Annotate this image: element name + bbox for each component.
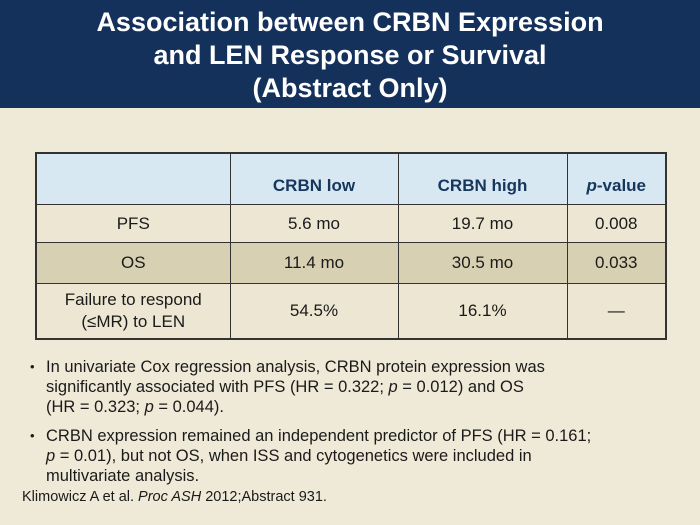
pfs-crbn-high: 19.7 mo — [397, 204, 568, 243]
failure-crbn-low: 54.5% — [229, 283, 399, 340]
failure-p-value: — — [566, 283, 667, 340]
table-row-os: OS 11.4 mo 30.5 mo 0.033 — [35, 242, 667, 284]
bullet-marker: • — [30, 428, 35, 443]
os-crbn-low: 11.4 mo — [229, 242, 399, 284]
bullet-text-univariate: In univariate Cox regression analysis, C… — [46, 358, 545, 416]
row-label-pfs: PFS — [35, 204, 231, 243]
os-p-value: 0.033 — [566, 242, 667, 284]
title-line-1: Association between CRBN Expression — [96, 6, 604, 37]
bullet-text-multivariate: CRBN expression remained an independent … — [46, 427, 592, 485]
table-row-pfs: PFS 5.6 mo 19.7 mo 0.008 — [35, 204, 667, 243]
results-table: CRBN low CRBN high p-value PFS 5.6 mo 19… — [35, 152, 667, 340]
bullet-item-univariate: • In univariate Cox regression analysis,… — [30, 357, 640, 417]
bullet-marker: • — [30, 359, 35, 374]
title-banner: Association between CRBN Expression and … — [0, 0, 700, 108]
bullet-item-multivariate: • CRBN expression remained an independen… — [30, 426, 640, 486]
row-label-failure: Failure to respond (≤MR) to LEN — [35, 283, 231, 340]
header-empty-cell — [35, 152, 231, 205]
os-crbn-high: 30.5 mo — [397, 242, 568, 284]
header-p-value: p-value — [566, 152, 667, 205]
title-line-3: (Abstract Only) — [252, 72, 448, 103]
bullet-list: • In univariate Cox regression analysis,… — [0, 357, 640, 486]
header-crbn-high: CRBN high — [397, 152, 568, 205]
header-crbn-low: CRBN low — [229, 152, 399, 205]
pfs-crbn-low: 5.6 mo — [229, 204, 399, 243]
failure-crbn-high: 16.1% — [397, 283, 568, 340]
slide-title: Association between CRBN Expression and … — [86, 4, 613, 105]
table-row-failure: Failure to respond (≤MR) to LEN 54.5% 16… — [35, 283, 667, 340]
pfs-p-value: 0.008 — [566, 204, 667, 243]
citation: Klimowicz A et al. Proc ASH 2012;Abstrac… — [22, 489, 327, 505]
row-label-os: OS — [35, 242, 231, 284]
table-header-row: CRBN low CRBN high p-value — [35, 152, 667, 205]
title-line-2: and LEN Response or Survival — [153, 39, 547, 70]
